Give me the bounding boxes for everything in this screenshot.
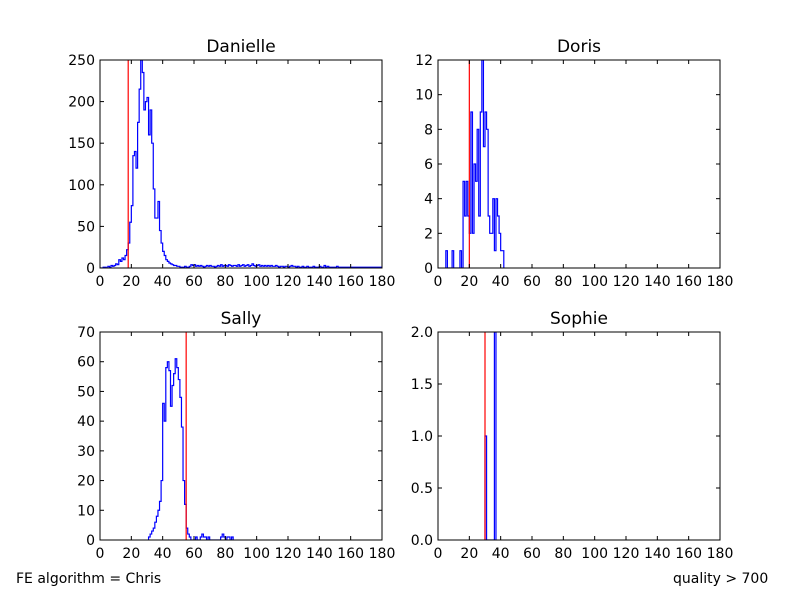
x-tick-label: 100 xyxy=(243,274,270,290)
x-tick-label: 140 xyxy=(644,546,671,562)
x-tick-label: 0 xyxy=(434,274,443,290)
x-tick-label: 0 xyxy=(434,546,443,562)
x-tick-label: 140 xyxy=(306,274,333,290)
subplot-danielle: Danielle 0 20 40 60 80 100 120 140 160 180 0 50 100 15… xyxy=(68,37,395,290)
x-tick-label: 100 xyxy=(243,546,270,562)
x-tick-label: 40 xyxy=(154,274,172,290)
axes-frame xyxy=(99,331,383,541)
subplot-sophie: Sophie 0 20 40 60 80 100 120 140 160 180 0.0 0.5 1.0 1… xyxy=(411,309,734,562)
x-tick-label: 60 xyxy=(523,546,541,562)
y-tick-label: 50 xyxy=(77,219,95,235)
axes-frame xyxy=(99,59,383,269)
x-tick-label: 120 xyxy=(275,546,302,562)
footer-algorithm-note: FE algorithm = Chris xyxy=(16,571,162,587)
y-tick-label: 0 xyxy=(424,261,433,277)
x-tick-label: 160 xyxy=(337,274,364,290)
y-tick-label: 0.0 xyxy=(411,533,433,549)
subplot-title: Doris xyxy=(557,37,601,57)
y-tick-label: 60 xyxy=(77,355,95,371)
x-tick-label: 180 xyxy=(369,546,396,562)
y-tick-label: 20 xyxy=(77,474,95,490)
plot-area xyxy=(147,332,234,540)
x-tick-label: 80 xyxy=(554,546,572,562)
histogram-series xyxy=(100,60,382,268)
y-tick-label: 250 xyxy=(68,53,95,69)
histogram-series xyxy=(445,60,505,268)
x-tick-label: 60 xyxy=(185,274,203,290)
plot-area xyxy=(100,60,382,268)
x-tick-label: 100 xyxy=(581,546,608,562)
y-tick-label: 40 xyxy=(77,414,95,430)
subplot-sally: Sally 0 20 40 60 80 100 120 140 160 180 0 10 20 30 40 50… xyxy=(77,309,395,562)
x-tick-label: 120 xyxy=(275,274,302,290)
y-tick-label: 150 xyxy=(68,136,95,152)
x-tick-label: 120 xyxy=(613,546,640,562)
y-tick-label: 1.5 xyxy=(411,377,433,393)
y-tick-label: 10 xyxy=(77,503,95,519)
y-tick-label: 8 xyxy=(424,122,433,138)
x-tick-label: 140 xyxy=(306,546,333,562)
histogram-series xyxy=(147,358,234,540)
y-tick-label: 12 xyxy=(415,53,433,69)
y-tick-label: 1.0 xyxy=(411,429,433,445)
x-tick-label: 20 xyxy=(460,274,478,290)
x-tick-label: 40 xyxy=(492,274,510,290)
y-tick-label: 6 xyxy=(424,157,433,173)
subplot-doris: Doris 0 20 40 60 80 100 120 140 160 180 0 2 4 6 8 10 12 xyxy=(415,37,733,290)
plot-area xyxy=(484,332,497,540)
x-tick-label: 180 xyxy=(707,274,734,290)
y-tick-label: 200 xyxy=(68,95,95,111)
footer-quality-note: quality > 700 xyxy=(673,571,769,587)
y-tick-label: 10 xyxy=(415,88,433,104)
y-tick-label: 70 xyxy=(77,325,95,341)
x-tick-label: 100 xyxy=(581,274,608,290)
x-tick-label: 160 xyxy=(675,274,702,290)
x-tick-label: 80 xyxy=(216,274,234,290)
x-tick-label: 160 xyxy=(337,546,364,562)
x-tick-label: 40 xyxy=(154,546,172,562)
subplot-title: Sally xyxy=(221,309,262,329)
x-tick-label: 80 xyxy=(554,274,572,290)
y-tick-label: 0 xyxy=(86,261,95,277)
subplot-title: Danielle xyxy=(206,37,275,57)
x-tick-label: 20 xyxy=(122,274,140,290)
y-tick-label: 0 xyxy=(86,533,95,549)
x-tick-label: 60 xyxy=(185,546,203,562)
y-tick-label: 2 xyxy=(424,226,433,242)
x-tick-label: 0 xyxy=(96,546,105,562)
x-tick-label: 20 xyxy=(122,546,140,562)
x-tick-label: 140 xyxy=(644,274,671,290)
y-tick-label: 4 xyxy=(424,192,433,208)
subplot-title: Sophie xyxy=(550,309,608,329)
x-tick-label: 20 xyxy=(460,546,478,562)
y-tick-label: 2.0 xyxy=(411,325,433,341)
x-tick-label: 80 xyxy=(216,546,234,562)
x-tick-label: 180 xyxy=(707,546,734,562)
x-tick-label: 160 xyxy=(675,546,702,562)
x-tick-label: 0 xyxy=(96,274,105,290)
y-tick-label: 0.5 xyxy=(411,481,433,497)
x-tick-label: 60 xyxy=(523,274,541,290)
y-tick-label: 50 xyxy=(77,384,95,400)
y-tick-label: 100 xyxy=(68,178,95,194)
histogram-series xyxy=(484,332,497,540)
x-tick-label: 40 xyxy=(492,546,510,562)
plot-area xyxy=(445,60,505,268)
y-tick-label: 30 xyxy=(77,444,95,460)
x-tick-label: 120 xyxy=(613,274,640,290)
axes-frame xyxy=(437,331,721,541)
x-tick-label: 180 xyxy=(369,274,396,290)
